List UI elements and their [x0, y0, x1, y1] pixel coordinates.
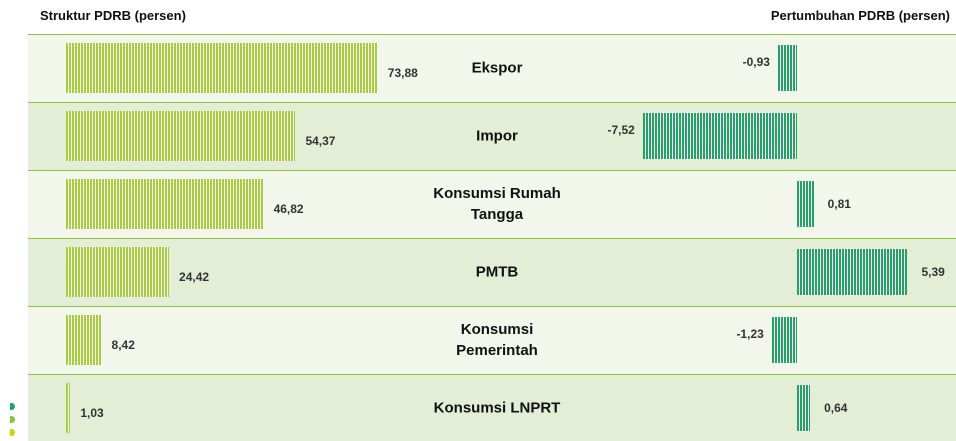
- structure-value-label: 1,03: [80, 406, 104, 420]
- right-panel-title: Pertumbuhan PDRB (persen): [770, 8, 950, 23]
- structure-value-label: 54,37: [305, 134, 336, 148]
- category-label: Impor: [476, 127, 518, 145]
- growth-value-label: -1,23: [736, 327, 764, 341]
- category-label: Konsumsi Rumah Tangga: [433, 185, 561, 223]
- growth-bar: [797, 385, 811, 431]
- growth-bar: [642, 113, 797, 159]
- decor-dot: [10, 416, 15, 423]
- structure-bar: [66, 383, 71, 433]
- growth-value-label: 0,81: [827, 197, 851, 211]
- structure-bar: [66, 315, 102, 365]
- structure-value-label: 46,82: [273, 202, 304, 216]
- growth-bar: [797, 181, 814, 227]
- growth-bar: [771, 317, 797, 363]
- growth-bar: [797, 249, 908, 295]
- structure-value-label: 8,42: [111, 338, 135, 352]
- structure-bar: [66, 247, 170, 297]
- category-label: PMTB: [475, 263, 519, 281]
- structure-value-label: 73,88: [387, 66, 418, 80]
- structure-bar: [66, 179, 264, 229]
- decor-dot: [10, 429, 15, 436]
- structure-value-label: 24,42: [179, 270, 210, 284]
- category-label: Ekspor: [471, 59, 523, 77]
- left-panel-title: Struktur PDRB (persen): [40, 8, 186, 23]
- category-label: Konsumsi Pemerintah: [456, 321, 538, 359]
- growth-value-label: -7,52: [607, 123, 635, 137]
- structure-bar: [66, 111, 296, 161]
- row-band: [28, 306, 956, 374]
- decor-dot: [10, 403, 15, 410]
- growth-bar: [777, 45, 797, 91]
- growth-value-label: 0,64: [824, 401, 848, 415]
- category-label: Konsumsi LNPRT: [433, 399, 561, 417]
- structure-bar: [66, 43, 378, 93]
- growth-value-label: -0,93: [742, 55, 770, 69]
- growth-value-label: 5,39: [921, 265, 945, 279]
